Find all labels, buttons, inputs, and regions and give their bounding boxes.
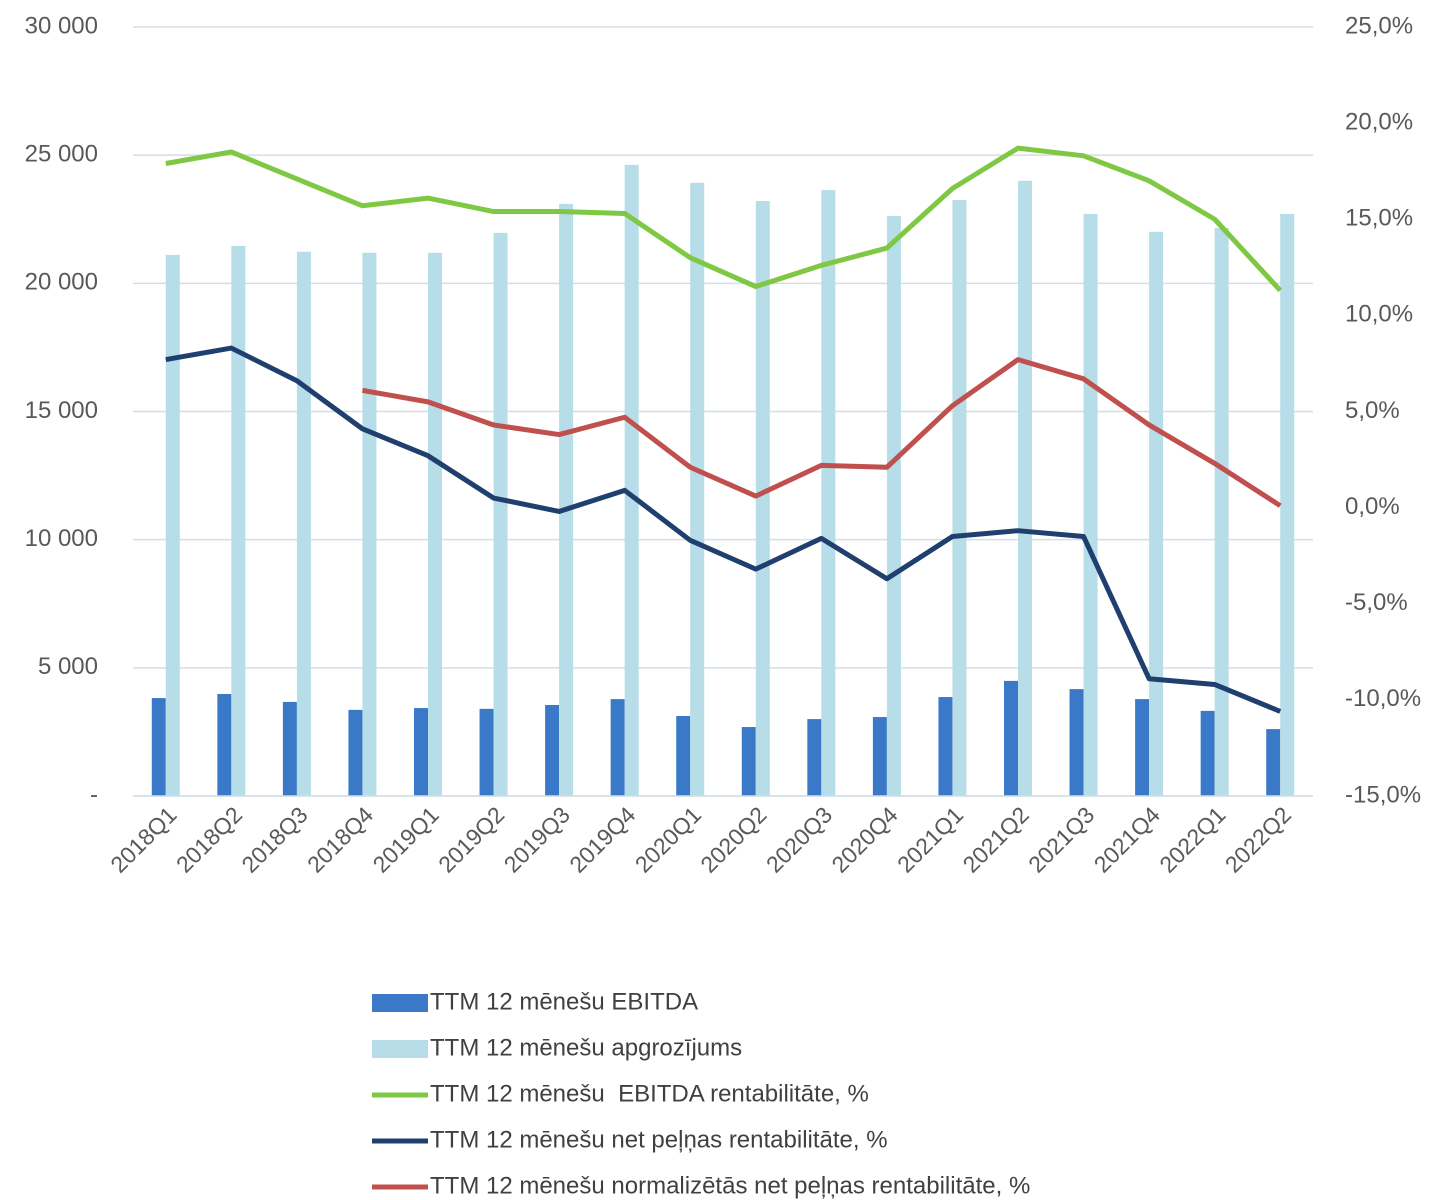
legend-label: TTM 12 mēnešu EBITDA [430,988,698,1015]
bar [151,698,166,796]
bar [1280,213,1295,796]
bar [231,245,246,796]
bar [479,708,494,796]
legend: TTM 12 mēnešu EBITDA TTM 12 mēnešu apgroz… [372,988,1030,1199]
y-tick-label: 25 000 [25,141,98,168]
x-tick-label: 2020Q1 [630,801,706,877]
line [362,357,1282,508]
x-tick-label: 2022Q2 [1220,801,1296,877]
bar [545,705,560,796]
y-tick-label: 30 000 [25,12,98,39]
x-tick-label: 2018Q4 [302,801,378,877]
x-tick-label: 2020Q2 [695,801,771,877]
bar [1266,729,1281,796]
bar [282,701,297,796]
bar [610,699,625,796]
x-tick-label: 2021Q1 [892,801,968,877]
bar [741,727,756,796]
bar [1083,213,1098,796]
legend-label: TTM 12 mēnešu EBITDA rentabilitāte, % [430,1080,869,1107]
bar [1200,710,1215,796]
bar [624,164,639,796]
y2-tick-label: -15,0% [1345,781,1421,808]
bar [886,215,901,796]
y2-tick-label: 10,0% [1345,301,1413,328]
x-tick-label: 2019Q3 [499,801,575,877]
line [165,145,1283,293]
y2-tick-label: 25,0% [1345,12,1413,39]
bar [690,182,705,797]
bar [348,709,363,796]
legend-label: TTM 12 mēnešu apgrozījums [430,1034,742,1061]
x-tick-label: 2020Q4 [826,801,902,877]
legend-label: TTM 12 mēnešu normalizētās net peļņas re… [430,1172,1030,1199]
bar [938,697,953,796]
bar [428,252,442,797]
bar [807,719,822,796]
bar [1214,227,1229,796]
x-tick-label: 2021Q4 [1089,801,1165,877]
y-tick-label: - [90,781,98,808]
bar [165,254,180,796]
x-tick-label: 2018Q3 [236,801,312,877]
legend-swatch [372,1040,428,1058]
bar [296,251,311,797]
bar [872,717,887,796]
x-tick-label: 2019Q4 [564,801,640,877]
bar [1069,689,1084,796]
x-tick-label: 2018Q1 [105,801,181,877]
y2-tick-label: 5,0% [1345,397,1400,424]
y2-tick-label: -10,0% [1345,685,1421,712]
y-tick-label: 10 000 [25,525,98,552]
x-tick-label: 2022Q1 [1154,801,1230,877]
x-tick-label: 2018Q2 [171,801,247,877]
y2-tick-label: -5,0% [1345,589,1408,616]
bar [1004,680,1018,796]
line [165,345,1282,714]
y-tick-label: 15 000 [25,397,98,424]
x-tick-label: 2020Q3 [761,801,837,877]
bar [676,716,691,796]
bar [755,201,770,796]
x-tick-label: 2019Q1 [368,801,444,877]
bar [217,693,232,796]
bar [1135,699,1150,796]
x-tick-label: 2021Q2 [958,801,1034,877]
bar [1018,180,1032,797]
legend-label: TTM 12 mēnešu net peļņas rentabilitāte, … [430,1126,888,1153]
legend-swatch [372,994,428,1012]
bar [414,708,428,796]
bar [952,200,967,796]
y2-tick-label: 15,0% [1345,205,1413,232]
y2-tick-label: 20,0% [1345,108,1413,135]
x-tick-label: 2019Q2 [433,801,509,877]
bar [362,252,377,797]
y-tick-label: 20 000 [25,269,98,296]
y-tick-label: 5 000 [38,653,98,680]
x-tick-label: 2021Q3 [1023,801,1099,877]
y2-tick-label: 0,0% [1345,493,1400,520]
bar [1149,231,1164,797]
bar [821,190,836,796]
bar [559,203,574,796]
bar [493,232,508,796]
